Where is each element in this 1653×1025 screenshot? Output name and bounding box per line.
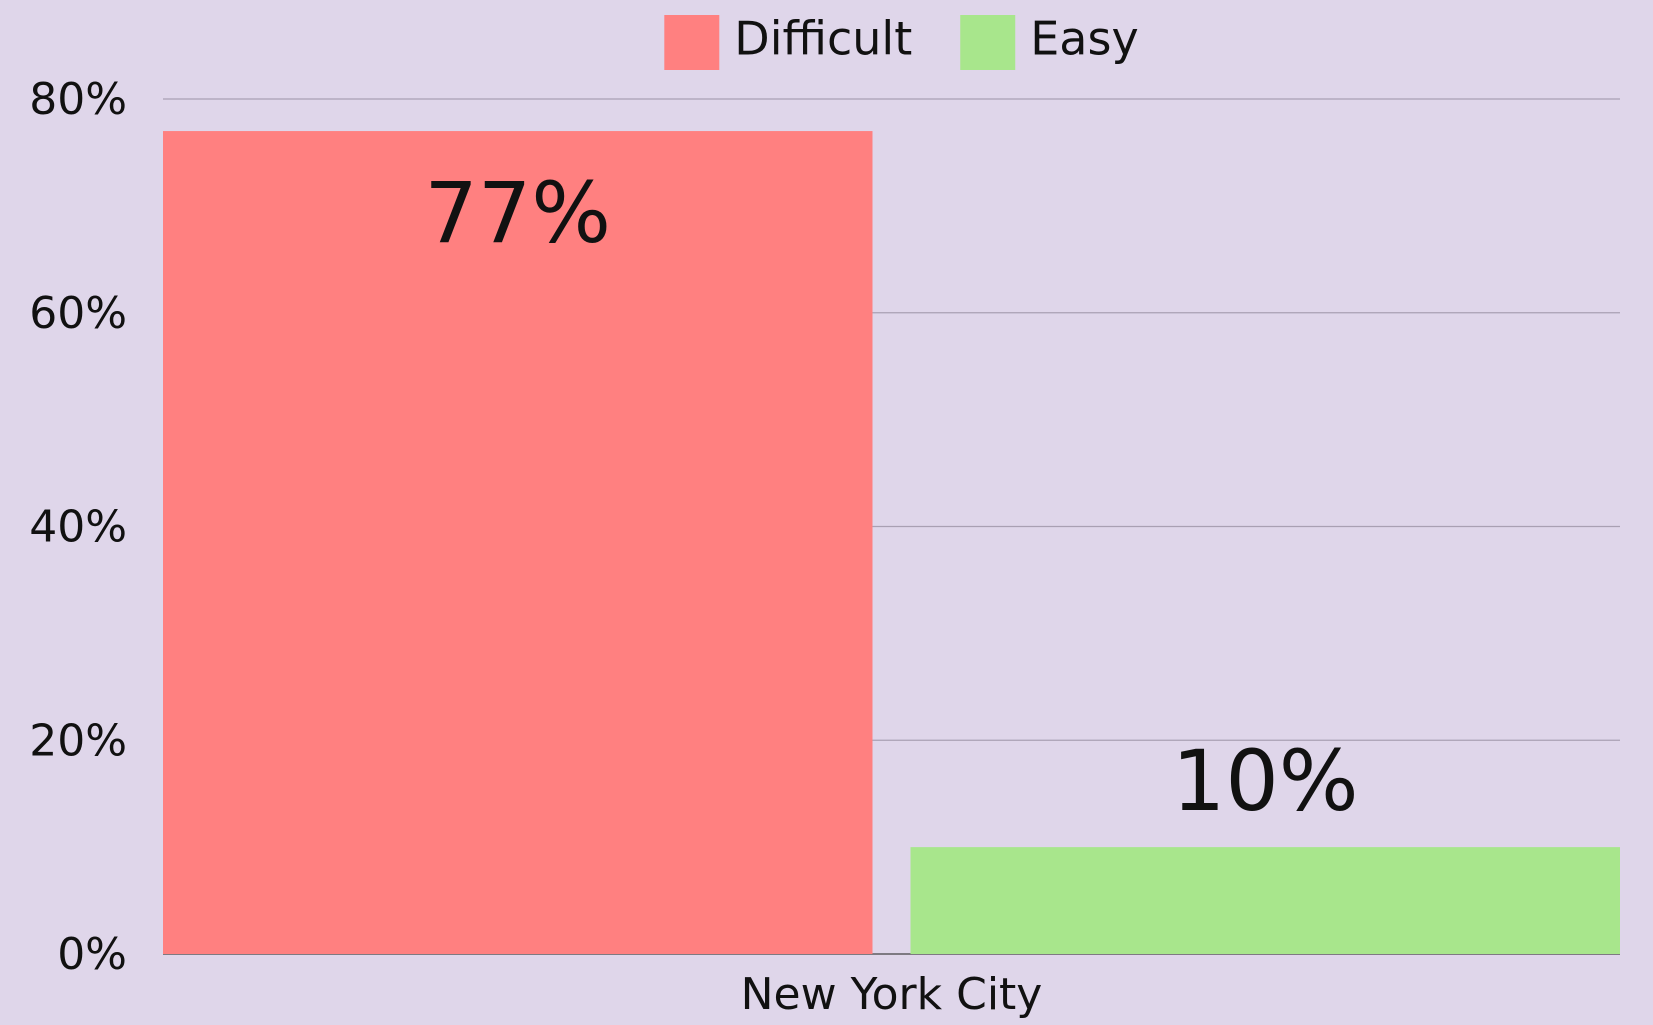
bar bbox=[910, 847, 1620, 954]
legend-label: Difficult bbox=[734, 12, 912, 66]
value-label: 10% bbox=[1172, 732, 1359, 830]
value-label: 77% bbox=[424, 164, 611, 262]
bar bbox=[163, 131, 873, 954]
y-tick-label: 0% bbox=[57, 929, 127, 980]
y-tick-label: 60% bbox=[29, 288, 127, 339]
x-tick-label: New York City bbox=[741, 969, 1043, 1020]
y-tick-label: 80% bbox=[29, 74, 127, 125]
y-tick-label: 40% bbox=[29, 502, 127, 553]
y-tick-label: 20% bbox=[29, 715, 127, 766]
legend-swatch bbox=[960, 15, 1016, 70]
legend-swatch bbox=[664, 15, 720, 70]
legend-label: Easy bbox=[1030, 12, 1138, 66]
